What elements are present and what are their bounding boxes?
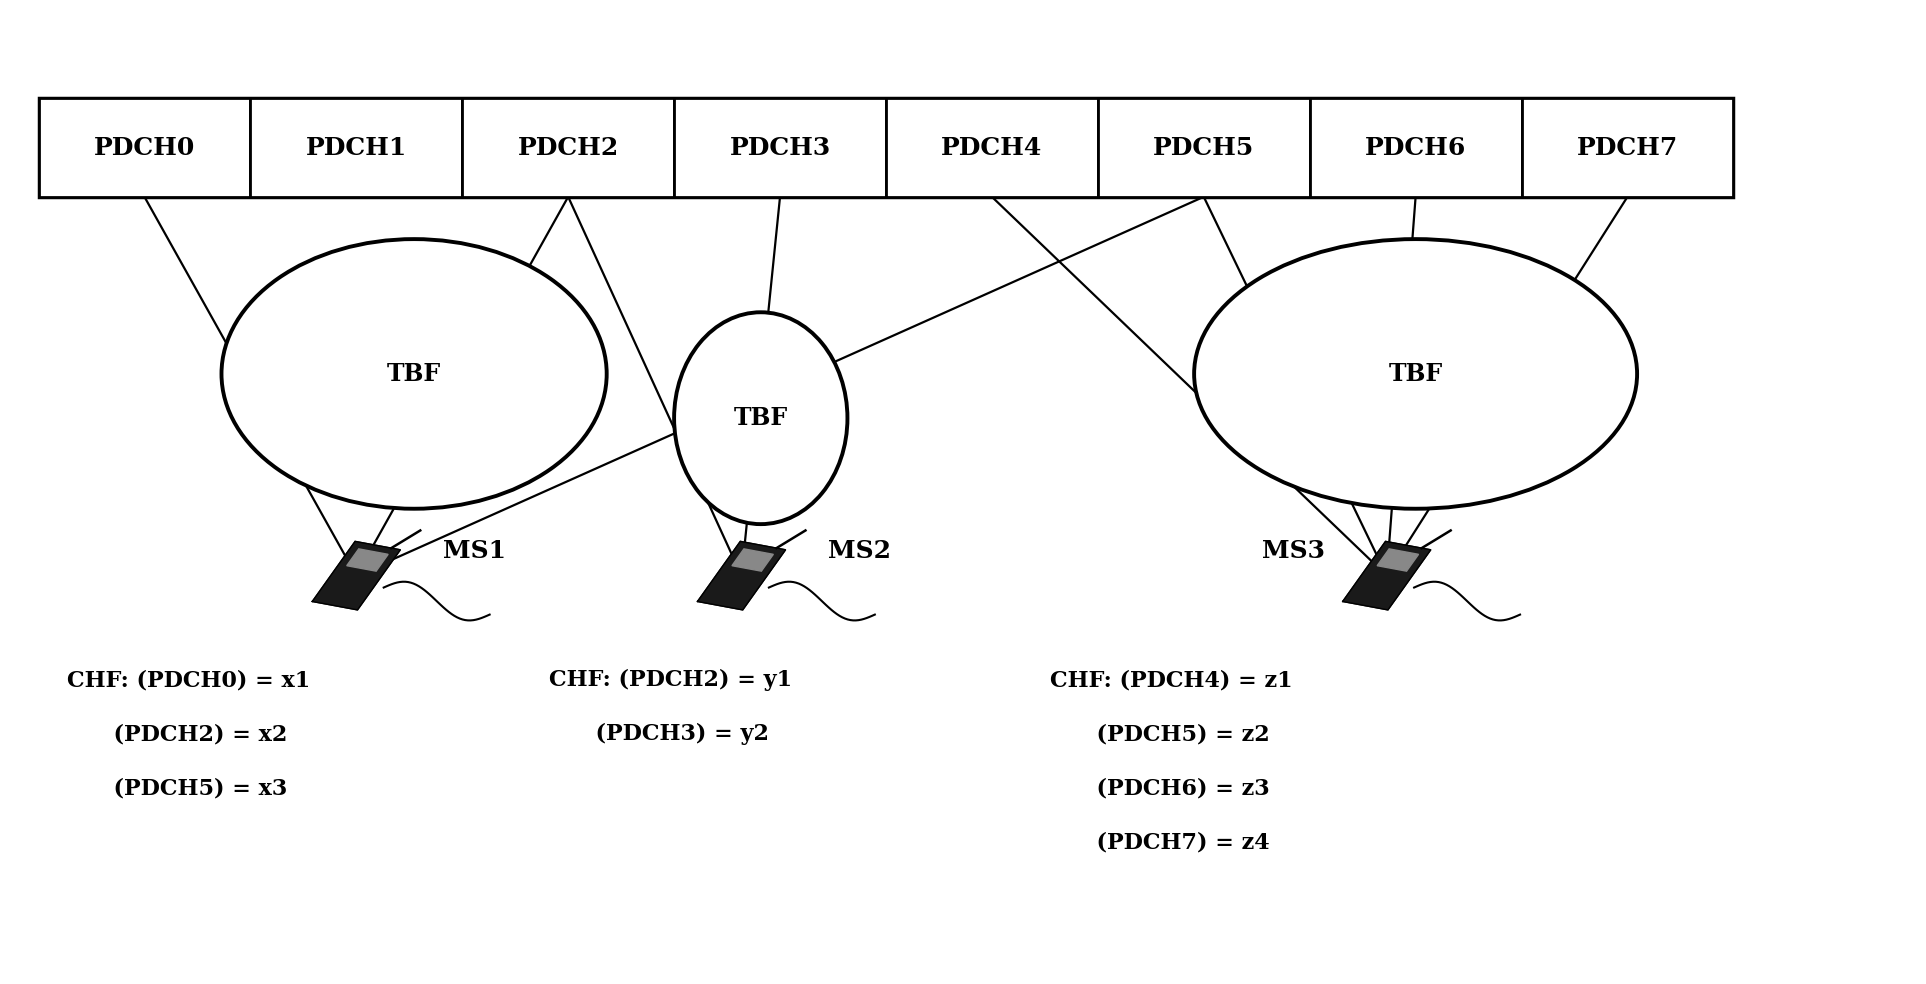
Polygon shape — [347, 549, 389, 571]
Ellipse shape — [221, 239, 607, 509]
Text: (PDCH2) = x2: (PDCH2) = x2 — [67, 723, 287, 745]
Text: (PDCH7) = z4: (PDCH7) = z4 — [1050, 831, 1269, 853]
Polygon shape — [697, 541, 786, 610]
Text: PDCH0: PDCH0 — [94, 136, 195, 159]
Text: PDCH5: PDCH5 — [1154, 136, 1254, 159]
Ellipse shape — [1194, 239, 1637, 509]
Bar — [39, 98, 250, 197]
Bar — [1098, 98, 1310, 197]
Text: PDCH1: PDCH1 — [306, 136, 406, 159]
Text: MS2: MS2 — [828, 539, 892, 563]
Polygon shape — [1342, 541, 1431, 610]
Text: MS3: MS3 — [1262, 539, 1325, 563]
Text: CHF: (PDCH2) = y1: CHF: (PDCH2) = y1 — [549, 669, 792, 691]
Text: PDCH7: PDCH7 — [1577, 136, 1678, 159]
Bar — [1310, 98, 1522, 197]
Bar — [886, 98, 1098, 197]
Bar — [674, 98, 886, 197]
Text: (PDCH5) = x3: (PDCH5) = x3 — [67, 777, 287, 799]
Text: TBF: TBF — [387, 362, 441, 386]
Text: PDCH2: PDCH2 — [518, 136, 618, 159]
Ellipse shape — [674, 312, 847, 524]
Polygon shape — [1377, 549, 1419, 571]
Text: PDCH4: PDCH4 — [942, 136, 1042, 159]
Text: MS1: MS1 — [443, 539, 507, 563]
Text: (PDCH6) = z3: (PDCH6) = z3 — [1050, 777, 1269, 799]
Text: PDCH3: PDCH3 — [730, 136, 830, 159]
Text: CHF: (PDCH4) = z1: CHF: (PDCH4) = z1 — [1050, 669, 1292, 691]
Bar — [462, 98, 674, 197]
Bar — [39, 98, 1733, 197]
Text: CHF: (PDCH0) = x1: CHF: (PDCH0) = x1 — [67, 669, 310, 691]
Text: TBF: TBF — [1389, 362, 1443, 386]
Bar — [250, 98, 462, 197]
Text: (PDCH5) = z2: (PDCH5) = z2 — [1050, 723, 1269, 745]
Polygon shape — [732, 549, 774, 571]
Polygon shape — [312, 541, 401, 610]
Bar — [1522, 98, 1733, 197]
Text: TBF: TBF — [734, 406, 788, 430]
Text: PDCH6: PDCH6 — [1366, 136, 1466, 159]
Text: (PDCH3) = y2: (PDCH3) = y2 — [549, 723, 768, 745]
